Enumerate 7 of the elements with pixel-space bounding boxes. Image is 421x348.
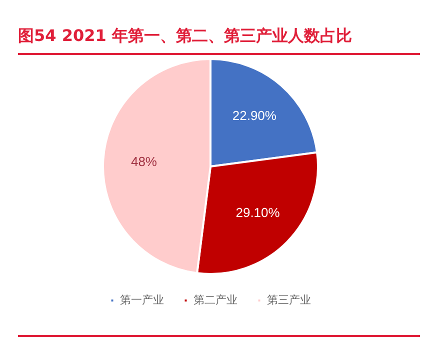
legend-label: 第一产业 — [120, 293, 164, 306]
data-label: 29.10% — [236, 205, 280, 220]
data-label: 48% — [130, 154, 158, 169]
chart-title: 图54 2021 年第一、第二、第三产业人数占比 — [18, 26, 420, 55]
legend-label: 第二产业 — [193, 293, 238, 306]
data-label: 22.90% — [232, 108, 277, 123]
legend-label: 第三产业 — [266, 293, 311, 306]
